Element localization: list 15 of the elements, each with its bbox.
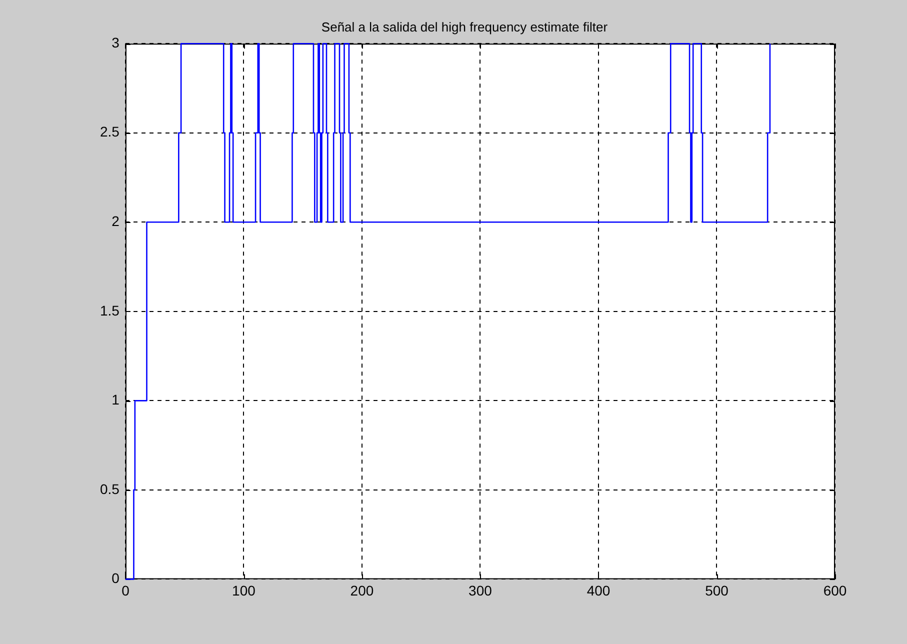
y-tick-label: 2 <box>112 212 120 229</box>
chart-title: Señal a la salida del high frequency estimate filter <box>321 19 608 34</box>
x-tick-label: 500 <box>705 582 729 598</box>
x-tick-label: 0 <box>122 582 130 598</box>
x-tick-label: 200 <box>350 582 374 598</box>
y-tick-label: 0.5 <box>100 480 120 497</box>
x-tick-label: 400 <box>586 582 610 598</box>
y-tick-label: 1 <box>112 392 120 408</box>
y-tick-label: 1.5 <box>100 302 120 318</box>
x-tick-label: 300 <box>468 582 492 598</box>
x-tick-label: 600 <box>823 582 847 598</box>
y-tick-label: 2.5 <box>100 124 120 140</box>
y-tick-label: 3 <box>112 34 120 50</box>
y-tick-label: 0 <box>112 570 120 586</box>
x-tick-label: 100 <box>232 582 256 598</box>
